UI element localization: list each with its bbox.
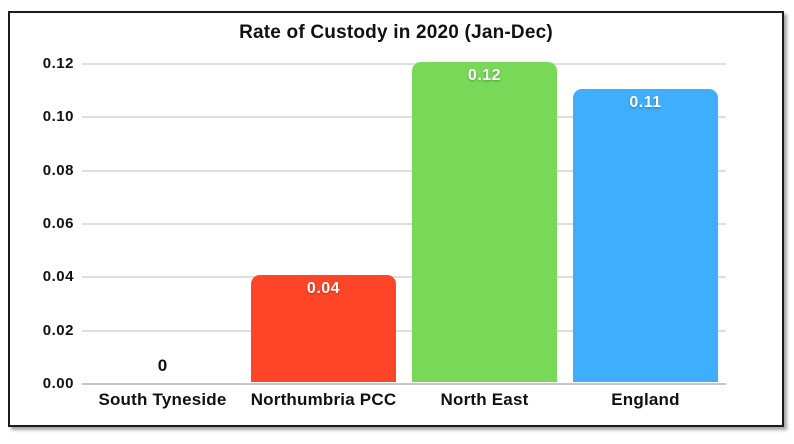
bar-england: 0.11: [573, 89, 718, 382]
y-tick-label: 0.12: [42, 55, 74, 72]
plot-area: 0 0.04 0.12 0.11: [82, 62, 726, 385]
y-tick-label: 0.10: [42, 108, 74, 126]
y-tick-label: 0.08: [42, 161, 74, 179]
gridline: [82, 383, 726, 385]
gridline: [82, 116, 726, 119]
bar-value-label: 0.04: [306, 280, 341, 297]
y-axis: 0.00 0.02 0.04 0.06 0.08 0.10 0.12: [10, 55, 74, 392]
bar-value-label: 0.12: [467, 67, 502, 84]
x-axis: South Tyneside Northumbria PCC North East E…: [82, 390, 726, 416]
x-tick-label: South Tyneside: [98, 390, 227, 409]
gridline: [82, 329, 726, 332]
bar-value-label-zero: 0: [157, 356, 168, 375]
x-tick-label: England: [611, 390, 680, 409]
gridline: [82, 223, 726, 225]
x-tick-label: Northumbria PCC: [250, 390, 397, 409]
y-tick-label: 0.04: [42, 268, 74, 286]
chart-title: Rate of Custody in 2020 (Jan-Dec): [239, 22, 553, 43]
y-tick-label: 0.02: [42, 321, 74, 339]
bar-north-east: 0.12: [412, 62, 557, 382]
y-tick-label: 0.00: [42, 375, 74, 392]
gridline: [82, 169, 726, 172]
gridline: [82, 63, 726, 65]
y-tick-label: 0.06: [42, 215, 74, 232]
bar-value-label: 0.11: [629, 94, 662, 111]
x-tick-label: North East: [440, 390, 529, 409]
gridline: [82, 276, 726, 279]
bar-northumbria-pcc: 0.04: [251, 275, 396, 382]
chart-frame: Rate of Custody in 2020 (Jan-Dec) 0.00 0.…: [8, 11, 784, 427]
